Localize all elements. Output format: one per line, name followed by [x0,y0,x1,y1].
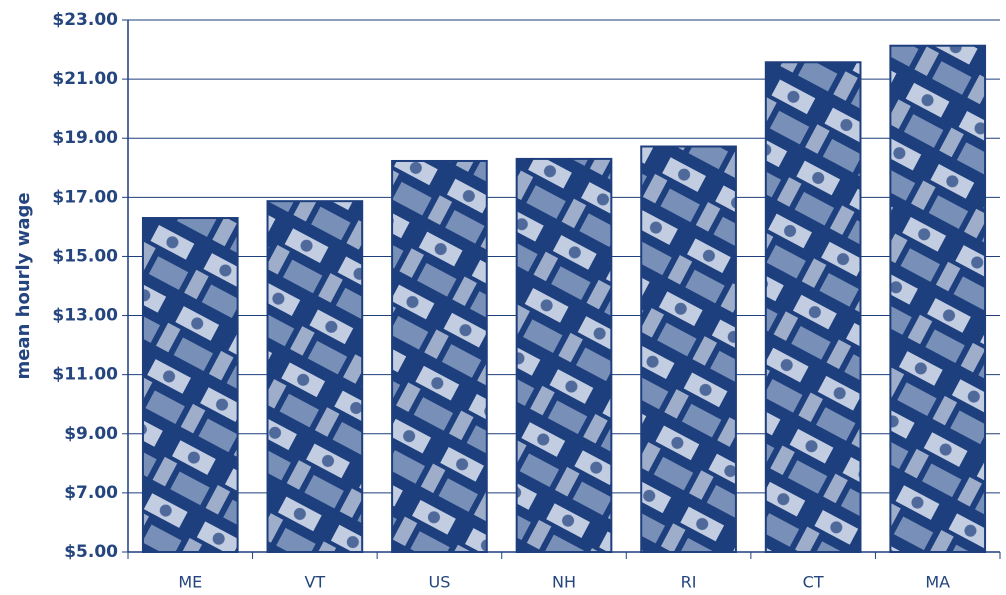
x-tick-label: CT [803,573,824,592]
bar [391,159,488,553]
bar [764,61,862,554]
y-tick-label: $23.00 [52,10,118,30]
y-tick-label: $21.00 [52,69,118,89]
y-axis-title: mean hourly wage [13,192,34,379]
y-tick-label: $9.00 [64,424,118,444]
bar [889,44,987,553]
x-tick-label: VT [304,573,325,592]
x-tick-label: NH [552,573,576,592]
y-tick-label: $13.00 [52,306,118,326]
x-tick-label: US [428,573,450,592]
y-tick-label: $11.00 [52,365,118,385]
y-tick-label: $5.00 [64,542,118,562]
x-tick-label: RI [681,573,697,592]
y-tick-label: $19.00 [52,128,118,148]
bar [266,200,364,553]
x-tick-label: ME [178,573,202,592]
x-tick-label: MA [925,573,950,592]
y-tick-label: $15.00 [52,246,118,266]
bar [141,217,239,553]
y-tick-label: $7.00 [64,483,118,503]
bar [640,145,737,553]
y-tick-label: $17.00 [52,187,118,207]
bar [515,157,613,554]
